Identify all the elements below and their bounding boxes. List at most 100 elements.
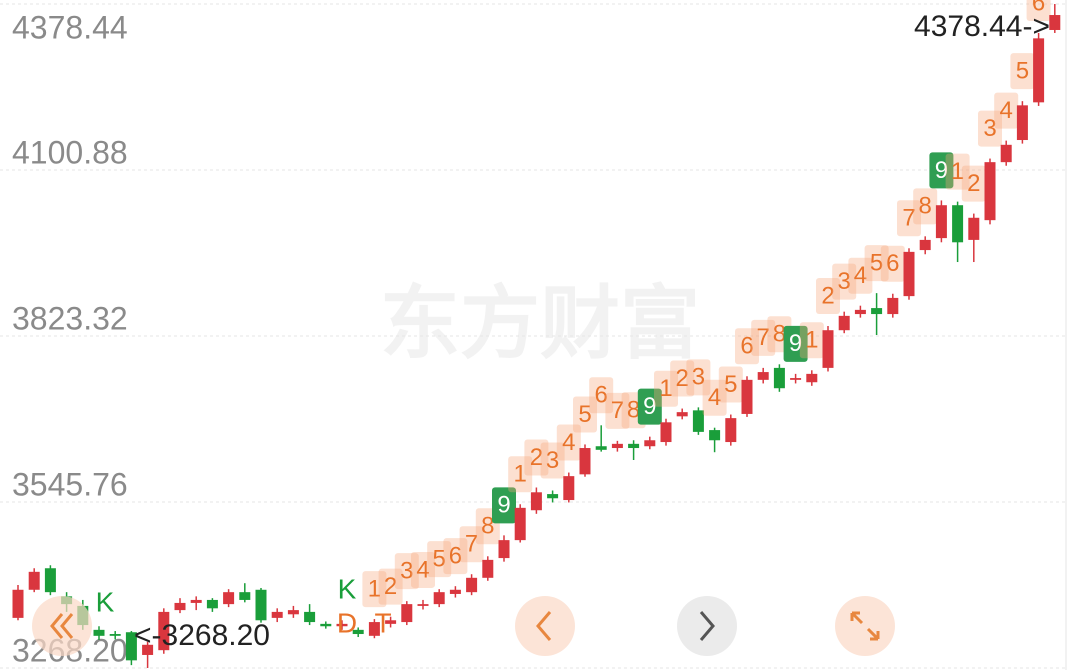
setup-count: 2: [821, 282, 834, 309]
candle-body: [1000, 144, 1012, 163]
setup-badge: [573, 396, 597, 433]
setup-badge: [362, 571, 387, 608]
setup-count: 3: [546, 447, 559, 474]
setup-badge-complete: [492, 487, 516, 524]
setup-count: 5: [1016, 57, 1029, 84]
setup-count: 8: [627, 397, 640, 424]
candle-body: [239, 592, 251, 600]
candle-body: [741, 379, 753, 414]
setup-badge: [945, 153, 970, 190]
setup-count: 6: [449, 543, 462, 570]
candle-body: [887, 297, 899, 315]
candle-body: [401, 604, 413, 623]
candle-body: [709, 430, 721, 441]
candle-body: [660, 422, 672, 443]
candle-body: [206, 599, 218, 609]
setup-count: 1: [368, 575, 381, 602]
flag-label: D: [337, 607, 357, 638]
flag-label: K: [338, 573, 357, 604]
candle-body: [385, 620, 397, 624]
setup-badge: [751, 319, 776, 356]
setup-badge: [832, 263, 857, 300]
candle-body: [952, 205, 964, 243]
candle-body: [482, 559, 494, 578]
candle-body: [563, 476, 575, 501]
setup-badge: [799, 322, 824, 359]
candle-body: [466, 577, 478, 593]
setup-count: 1: [514, 461, 527, 488]
candle-body: [757, 372, 769, 380]
scroll-left-button[interactable]: [515, 596, 575, 656]
setup-count: 3: [983, 115, 996, 142]
scroll-right-button[interactable]: [677, 596, 737, 656]
setup-badge: [848, 257, 873, 294]
setup-count: 4: [708, 384, 721, 411]
candle-body: [984, 162, 996, 221]
candle-body: [935, 205, 947, 239]
setup-badge: [994, 92, 1019, 129]
scroll-left-fast-button[interactable]: [32, 596, 92, 656]
setup-count: 1: [951, 158, 964, 185]
setup-count: 9: [935, 157, 948, 184]
setup-badge: [1026, 0, 1051, 21]
setup-badge: [816, 278, 840, 315]
setup-count: 2: [384, 573, 397, 600]
setup-badge: [443, 538, 468, 575]
min-label: <-3268.20: [134, 619, 270, 652]
candle-body: [12, 589, 24, 618]
candle-body: [822, 330, 834, 368]
candle-body: [142, 644, 154, 655]
setup-count: 4: [416, 556, 429, 583]
setup-count: 2: [967, 170, 980, 197]
y-tick-label: 4100.88: [12, 134, 128, 170]
expand-button[interactable]: [835, 596, 895, 656]
y-tick-label: 3545.76: [12, 466, 128, 502]
candle-body: [903, 251, 915, 297]
setup-count: 7: [902, 205, 915, 232]
setup-badge-complete: [637, 388, 662, 425]
setup-badge: [394, 553, 419, 590]
button-bg[interactable]: [835, 596, 895, 656]
setup-count: 3: [838, 268, 851, 295]
setup-badge: [978, 110, 1002, 147]
candle-body: [125, 632, 137, 661]
candle-body: [1033, 38, 1045, 103]
setup-count: 6: [595, 382, 608, 409]
candle-body: [628, 443, 640, 449]
controls: [32, 596, 895, 656]
setup-badge: [702, 379, 727, 416]
setup-badge: [864, 245, 889, 282]
setup-badge: [913, 188, 938, 225]
candle-body: [449, 589, 461, 594]
setup-count: 3: [692, 364, 705, 391]
setup-badge: [718, 366, 743, 403]
candle-body: [304, 611, 316, 623]
setup-badge: [654, 370, 678, 407]
setup-badge: [670, 360, 695, 397]
candle-body: [368, 622, 380, 636]
icon: [699, 611, 715, 641]
candle-body: [433, 592, 445, 605]
flag-label: K: [96, 586, 115, 617]
button-bg[interactable]: [677, 596, 737, 656]
candle-body: [223, 592, 235, 605]
candle-body: [174, 602, 186, 611]
candle-body: [1049, 15, 1061, 30]
setup-count: 1: [805, 327, 818, 354]
candle-body: [190, 599, 202, 603]
setup-count: 5: [724, 371, 737, 398]
setup-badge: [540, 442, 565, 479]
setup-count: 2: [676, 365, 689, 392]
setup-count: 5: [870, 249, 883, 276]
candle-body: [109, 634, 121, 636]
candle-body: [28, 571, 40, 590]
setup-count: 6: [886, 250, 899, 277]
candle-body: [530, 492, 542, 511]
button-bg[interactable]: [515, 596, 575, 656]
setup-count: 9: [497, 492, 510, 519]
candle-body: [854, 309, 866, 315]
icon: [536, 611, 552, 641]
candle-body: [611, 443, 623, 449]
